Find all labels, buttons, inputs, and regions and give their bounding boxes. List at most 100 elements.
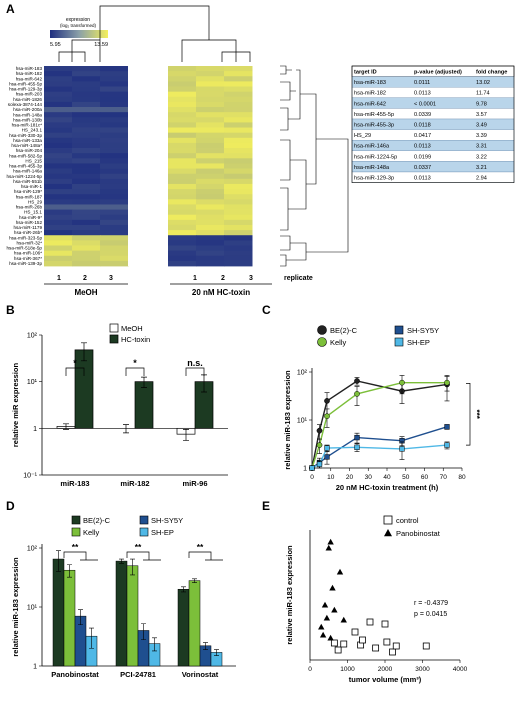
error-bar: [130, 558, 135, 576]
table-cell: HS_29: [354, 133, 371, 139]
gene-label: hsa-miR-129*: [14, 189, 42, 194]
error-bar: [119, 558, 124, 564]
heatmap-cell: [168, 214, 197, 221]
x-tick-label: 40: [383, 474, 391, 481]
legend-swatch: [139, 515, 149, 525]
heatmap-cell: [72, 137, 101, 144]
heatmap-cell: [44, 224, 73, 231]
heatmap-cell: [44, 245, 73, 252]
heatmap-cell: [224, 230, 253, 236]
series-line-0: [311, 380, 448, 469]
heatmap-cell: [196, 250, 225, 257]
heatmap-cell: [100, 189, 129, 195]
legend-label: MeOH: [121, 324, 143, 333]
heatmap-cell: [44, 107, 73, 113]
heatmap-cell: [196, 178, 225, 185]
heatmap-cell: [44, 117, 73, 123]
heatmap-cell: [72, 224, 101, 231]
data-point-control: [366, 618, 374, 626]
x-tick-label: 30: [365, 474, 373, 481]
error-bar: [123, 424, 129, 434]
data-point-control: [422, 642, 430, 650]
table-cell: 0.0113: [414, 144, 431, 150]
y-tick-label: 1: [33, 664, 37, 671]
heatmap-cell: [224, 255, 253, 262]
heatmap-cell: [100, 260, 129, 267]
table-cell: hsa-miR-183: [354, 80, 386, 86]
legend-title: expression: [66, 17, 90, 23]
heatmap-cell: [44, 81, 73, 87]
error-bar: [141, 376, 147, 388]
data-point: [316, 442, 323, 448]
bar-series-0: [115, 560, 128, 667]
heatmap-cell: [100, 66, 129, 72]
error-bar: [203, 642, 208, 650]
heatmap-cell: [72, 178, 101, 185]
heatmap-cell: [196, 255, 225, 262]
series-line-3: [311, 444, 448, 469]
panel-label-e: E: [262, 499, 270, 513]
error-bar: [141, 623, 146, 640]
heatmap-cell: [168, 255, 197, 262]
heatmap-cell: [168, 142, 197, 149]
x-tick-label: 70: [440, 474, 448, 481]
heatmap-cell: [168, 194, 197, 200]
heatmap-cell: [168, 76, 197, 82]
heatmap-cell: [44, 260, 73, 267]
data-point: [309, 465, 315, 471]
heatmap-cell: [72, 96, 101, 103]
y-tick-label: 10¹: [27, 379, 38, 386]
heatmap-cell: [72, 214, 101, 221]
heatmap-cell: [196, 132, 225, 139]
significance-label: ***: [472, 410, 481, 420]
heatmap-cell: [44, 132, 73, 139]
heatmap-cell: [168, 199, 197, 205]
heatmap-cell: [100, 255, 129, 262]
gene-label: HS_243.1: [22, 128, 43, 133]
heatmap-cell: [224, 189, 253, 195]
heatmap-cell: [72, 204, 101, 210]
heatmap-cell: [196, 112, 225, 118]
heatmap-cell: [100, 240, 129, 246]
table-cell: hsa-miR-455-3p: [354, 123, 394, 129]
heatmap-cell: [196, 91, 225, 98]
heatmap-cell: [72, 183, 101, 190]
significance-label: *: [133, 358, 137, 368]
table-cell: 0.0118: [414, 123, 431, 129]
table-cell: hsa-miR-182: [354, 91, 386, 97]
legend-label: BE(2)-C: [330, 326, 358, 335]
x-tick-label: 3000: [415, 666, 430, 673]
chart-c: 1 10¹ 10² 0 10 20 30 40 50 60 70 80 20 nM HC-toxin t…: [283, 325, 481, 492]
table-cell: 3.22: [476, 154, 487, 160]
heatmap-cell: [224, 91, 253, 98]
heatmap-cell: [44, 204, 73, 210]
heatmap-cell: [196, 71, 225, 77]
heatmap-cell: [44, 137, 73, 144]
data-point: [316, 427, 323, 434]
table-cell: 3.21: [476, 165, 487, 171]
legend-label: SH-EP: [151, 528, 174, 537]
group-label-meoh: MeOH: [74, 288, 97, 297]
heatmap-cell: [44, 240, 73, 246]
heatmap-cell: [224, 168, 253, 175]
heatmap-cell: [224, 81, 253, 87]
legend-swatch: [109, 334, 119, 344]
gene-label: hsa-miR-204: [16, 148, 43, 153]
heatmap-cell: [224, 199, 253, 205]
gene-label: hsa-miR-582-5p: [9, 153, 42, 158]
y-tick-label: 10²: [297, 370, 308, 377]
heatmap-cell: [224, 137, 253, 144]
gene-label: hsa-miR-32*: [16, 240, 42, 245]
table-cell: 3.49: [476, 123, 487, 129]
heatmap-cell: [44, 71, 73, 77]
significance-bracket: [65, 367, 85, 376]
table-cell: 0.0339: [414, 112, 431, 118]
bar-series-1: [188, 580, 201, 667]
table-cell: 2.94: [476, 176, 487, 182]
gene-label: hsa-miR-203: [16, 92, 43, 97]
heatmap-cell: [100, 148, 129, 154]
heatmap-cell: [224, 158, 253, 164]
heatmap-cell: [224, 142, 253, 149]
heatmap-cell: [168, 163, 197, 169]
